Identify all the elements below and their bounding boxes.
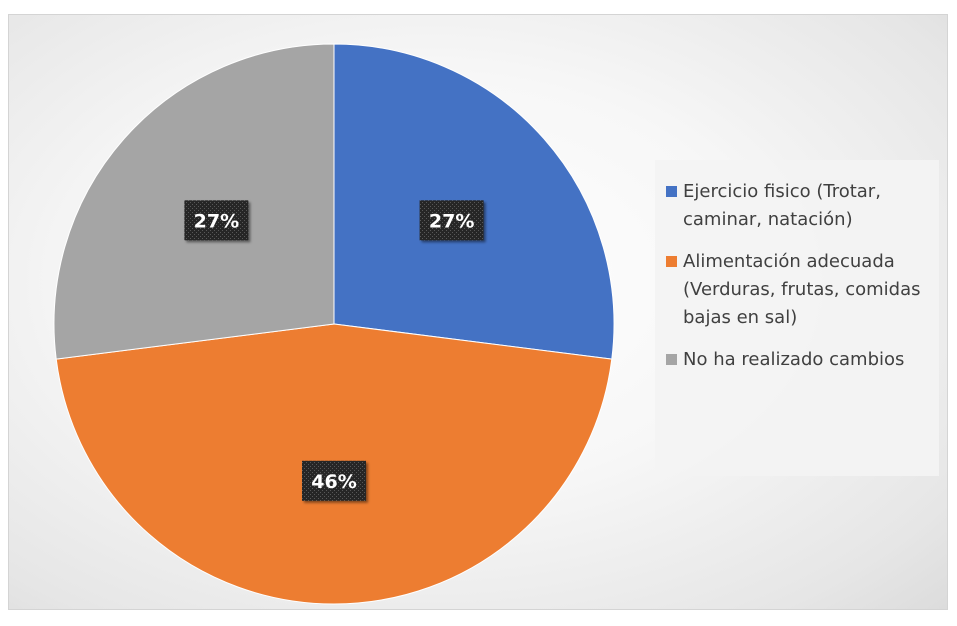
data-label-alimentacion: 46%	[302, 460, 366, 501]
data-label-ejercicio: 27%	[419, 200, 484, 241]
legend-item-alimentacion: Alimentación adecuada (Verduras, frutas,…	[666, 248, 946, 332]
legend-label-alimentacion: Alimentación adecuada (Verduras, frutas,…	[683, 251, 921, 328]
legend-label-sin-cambios: No ha realizado cambios	[683, 349, 905, 370]
data-label-box-sin-cambios	[184, 200, 249, 241]
legend-item-ejercicio: Ejercicio fisico (Trotar, caminar, natac…	[666, 178, 946, 234]
data-label-text-sin-cambios: 27%	[194, 210, 239, 232]
legend-swatch-sin-cambios	[666, 354, 677, 365]
data-label-box-ejercicio	[419, 200, 484, 241]
legend: Ejercicio fisico (Trotar, caminar, natac…	[666, 178, 946, 388]
legend-swatch-ejercicio	[666, 186, 677, 197]
data-label-sin-cambios: 27%	[184, 200, 249, 241]
legend-item-sin-cambios: No ha realizado cambios	[666, 346, 946, 374]
legend-background	[655, 160, 939, 476]
data-label-box-alimentacion	[302, 460, 366, 501]
legend-label-ejercicio: Ejercicio fisico (Trotar, caminar, natac…	[683, 181, 881, 230]
data-label-text-alimentacion: 46%	[311, 471, 356, 493]
legend-swatch-alimentacion	[666, 256, 677, 267]
data-label-text-ejercicio: 27%	[429, 210, 474, 232]
